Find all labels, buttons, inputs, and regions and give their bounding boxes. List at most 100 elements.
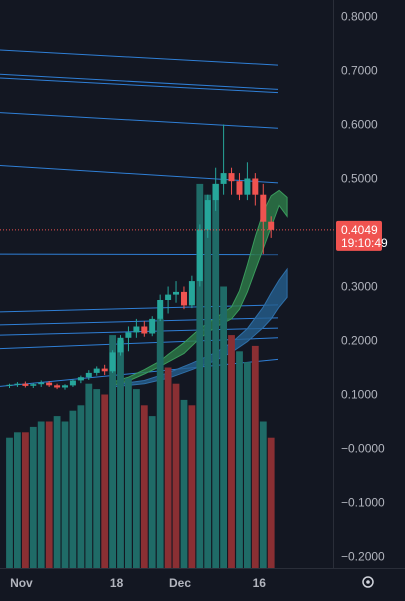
- volume-bar: [180, 399, 188, 568]
- date-axis[interactable]: Nov 18 Dec 16: [0, 568, 405, 591]
- candle-body: [101, 368, 108, 372]
- candle-body: [260, 194, 267, 222]
- candle-body: [117, 337, 124, 353]
- price-tick-label: −0.0000: [341, 442, 385, 456]
- level-line: [0, 253, 279, 256]
- price-tick-label: 0.3000: [341, 280, 378, 294]
- candles: [6, 124, 275, 390]
- candle-body: [77, 377, 84, 381]
- level-line: [0, 73, 279, 90]
- volume-bar: [156, 318, 164, 568]
- volume-bar: [109, 335, 116, 568]
- candle-body: [181, 291, 187, 306]
- candle-countdown: 19:10:49: [341, 236, 388, 250]
- volume-bar: [204, 194, 212, 568]
- date-tick-label: Nov: [10, 576, 33, 590]
- volume-bar: [22, 432, 29, 568]
- candle-body: [188, 281, 195, 306]
- candle-body: [62, 385, 68, 388]
- volume-bar: [61, 421, 69, 568]
- candle-body: [173, 291, 179, 295]
- volume-bar: [69, 410, 77, 568]
- volume-bar: [133, 389, 140, 568]
- volume-bars: [6, 183, 275, 568]
- level-line: [0, 77, 279, 94]
- candle-body: [38, 382, 45, 385]
- candle-body: [268, 221, 275, 230]
- price-tick-label: 0.6000: [341, 118, 378, 132]
- settings-gear-center-icon: [366, 580, 370, 584]
- candle-body: [220, 173, 227, 184]
- volume-bar: [85, 383, 93, 568]
- candle-body: [252, 178, 259, 195]
- volume-bar: [37, 421, 45, 568]
- volume-bar: [259, 421, 267, 568]
- candle-body: [228, 173, 235, 182]
- candle-body: [204, 200, 211, 230]
- candle-body: [54, 385, 61, 388]
- volume-bar: [148, 416, 156, 568]
- volume-bar: [236, 351, 243, 568]
- level-line: [0, 49, 279, 66]
- current-price-label: 0.4049 19:10:49: [336, 220, 388, 251]
- candle-body: [22, 383, 29, 386]
- chart-settings-button[interactable]: [362, 576, 374, 588]
- candle-body: [165, 294, 172, 300]
- volume-bar: [164, 367, 172, 568]
- candle-body: [236, 181, 243, 195]
- candle-body: [85, 372, 92, 378]
- volume-bar: [125, 378, 132, 568]
- candle-body: [93, 368, 100, 373]
- candle-body: [149, 318, 156, 334]
- price-tick-label: 0.7000: [341, 64, 378, 78]
- volume-bar: [53, 416, 61, 568]
- candle-body: [109, 352, 116, 372]
- candle-body: [14, 383, 21, 385]
- candle-body: [46, 382, 53, 386]
- candle-body: [196, 229, 203, 282]
- volume-bar: [188, 405, 196, 568]
- green-ribbon: [112, 189, 288, 386]
- settings-gear-icon: [362, 576, 374, 588]
- candle-body: [69, 380, 76, 386]
- volume-bar: [251, 345, 259, 568]
- volume-bar: [29, 426, 37, 568]
- candle-body: [6, 384, 13, 386]
- candle-body: [125, 332, 132, 338]
- volume-bar: [77, 405, 85, 568]
- volume-bar: [6, 437, 13, 568]
- volume-bar: [212, 183, 220, 568]
- price-tick-label: 0.2000: [341, 334, 378, 348]
- candle-body: [133, 326, 140, 333]
- level-line: [0, 112, 279, 129]
- price-tick-label: 0.8000: [341, 10, 378, 24]
- volume-bar: [220, 286, 227, 568]
- volume-bar: [172, 383, 180, 568]
- candle-body: [157, 300, 164, 319]
- candle-body: [212, 183, 219, 201]
- volume-bar: [267, 437, 275, 568]
- price-tick-label: 0.5000: [341, 172, 378, 186]
- date-tick-label: 16: [253, 576, 267, 590]
- price-axis[interactable]: 0.80000.70000.60000.50000.40000.30000.20…: [333, 0, 386, 568]
- volume-bar: [14, 432, 21, 568]
- candle-body: [141, 326, 148, 334]
- volume-bar: [228, 335, 235, 568]
- price-tick-label: 0.1000: [341, 388, 378, 402]
- volume-bar: [244, 362, 251, 568]
- volume-bar: [93, 389, 101, 568]
- volume-bar: [45, 421, 53, 568]
- volume-bar: [117, 340, 124, 568]
- candle-body: [244, 178, 251, 195]
- price-tick-label: −0.2000: [341, 550, 385, 564]
- current-price-box: [336, 220, 382, 251]
- volume-bar: [101, 394, 109, 568]
- price-tick-label: −0.1000: [341, 496, 385, 510]
- date-tick-label: 18: [110, 576, 124, 590]
- volume-bar: [140, 405, 148, 568]
- current-price-value: 0.4049: [341, 223, 378, 237]
- date-tick-label: Dec: [169, 576, 191, 590]
- candle-body: [30, 384, 37, 386]
- volume-bar: [196, 183, 204, 568]
